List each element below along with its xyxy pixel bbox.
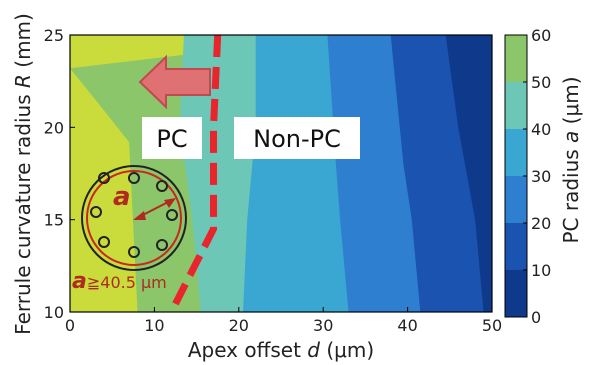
- y-tick-label: 15: [44, 211, 64, 230]
- core-hole: [128, 246, 140, 258]
- y-tick-label: 20: [44, 118, 64, 137]
- colorbar-band: [505, 82, 527, 129]
- core-hole: [98, 172, 110, 184]
- y-axis-label: Ferrule curvature radius R (mm): [11, 13, 35, 335]
- colorbar-tick-label: 30: [531, 167, 551, 186]
- core-hole: [128, 172, 140, 184]
- core-hole: [156, 180, 168, 192]
- colorbar-tick-label: 10: [531, 261, 551, 280]
- x-axis-ticks: 0 10 20 30 40 50: [65, 307, 502, 335]
- colorbar-label-var: a: [559, 131, 583, 143]
- core-hole: [156, 239, 168, 251]
- colorbar-tick-label: 0: [531, 308, 541, 327]
- threshold-text: ≧40.5 μm: [87, 273, 167, 292]
- y-axis-label-text: Ferrule curvature radius: [11, 88, 35, 335]
- x-tick-label: 10: [144, 316, 164, 335]
- y-tick-label: 25: [44, 26, 64, 45]
- pc-boundary-line: [168, 35, 222, 312]
- core-hole: [90, 206, 102, 218]
- fiber-outer-ring: [81, 165, 187, 271]
- pc-direction-arrow: [138, 54, 211, 110]
- region-below-0: [445, 35, 492, 312]
- colorbar-band: [505, 35, 527, 82]
- colorbar-tick-label: 50: [531, 73, 551, 92]
- colorbar-tick-label: 20: [531, 214, 551, 233]
- fiber-cross-section-icon: a: [81, 165, 187, 271]
- y-axis-ticks: 10 15 20 25: [44, 26, 75, 322]
- colorbar: [504, 34, 528, 318]
- colorbar-band: [505, 176, 527, 223]
- x-axis-label: Apex offset d (μm): [188, 338, 374, 362]
- threshold-annotation: a≧40.5 μm: [72, 269, 167, 294]
- fiber-core-holes: [90, 172, 178, 258]
- y-axis-label-var: R: [11, 74, 35, 88]
- colorbar-band: [505, 223, 527, 270]
- x-tick-label: 20: [229, 316, 249, 335]
- contour-regions: [70, 35, 492, 312]
- y-axis-label-unit: (mm): [11, 13, 35, 74]
- colorbar-tick-label: 40: [531, 120, 551, 139]
- y-tick-label: 10: [44, 303, 64, 322]
- nonpc-label: Non-PC: [253, 125, 341, 153]
- radius-arrowhead-out: [164, 198, 176, 208]
- colorbar-tick-label: 60: [531, 26, 551, 45]
- pc-radius-ring: [86, 170, 182, 266]
- colorbar-band: [505, 129, 527, 176]
- x-axis-label-var: d: [307, 338, 320, 362]
- x-axis-label-unit: (μm): [320, 338, 374, 362]
- radius-arrowhead-in: [133, 211, 146, 220]
- colorbar-band: [505, 270, 527, 317]
- x-axis-label-text: Apex offset: [188, 338, 307, 362]
- pc-label-box: [142, 117, 202, 159]
- x-tick-label: 30: [313, 316, 333, 335]
- colorbar-label-unit: (μm): [559, 76, 583, 130]
- core-hole: [166, 209, 178, 221]
- x-tick-label: 40: [397, 316, 417, 335]
- colorbar-label: PC radius a (μm): [559, 76, 583, 243]
- x-tick-label: 50: [482, 316, 502, 335]
- radius-symbol: a: [113, 182, 131, 212]
- plot-frame: [69, 34, 493, 313]
- pc-label: PC: [156, 125, 187, 153]
- colorbar-ticks: 0 10 20 30 40 50 60: [523, 26, 551, 327]
- threshold-symbol: a: [72, 269, 87, 294]
- x-tick-label: 0: [65, 316, 75, 335]
- nonpc-label-box: [234, 117, 360, 159]
- core-hole: [98, 236, 110, 248]
- colorbar-label-text: PC radius: [559, 143, 583, 244]
